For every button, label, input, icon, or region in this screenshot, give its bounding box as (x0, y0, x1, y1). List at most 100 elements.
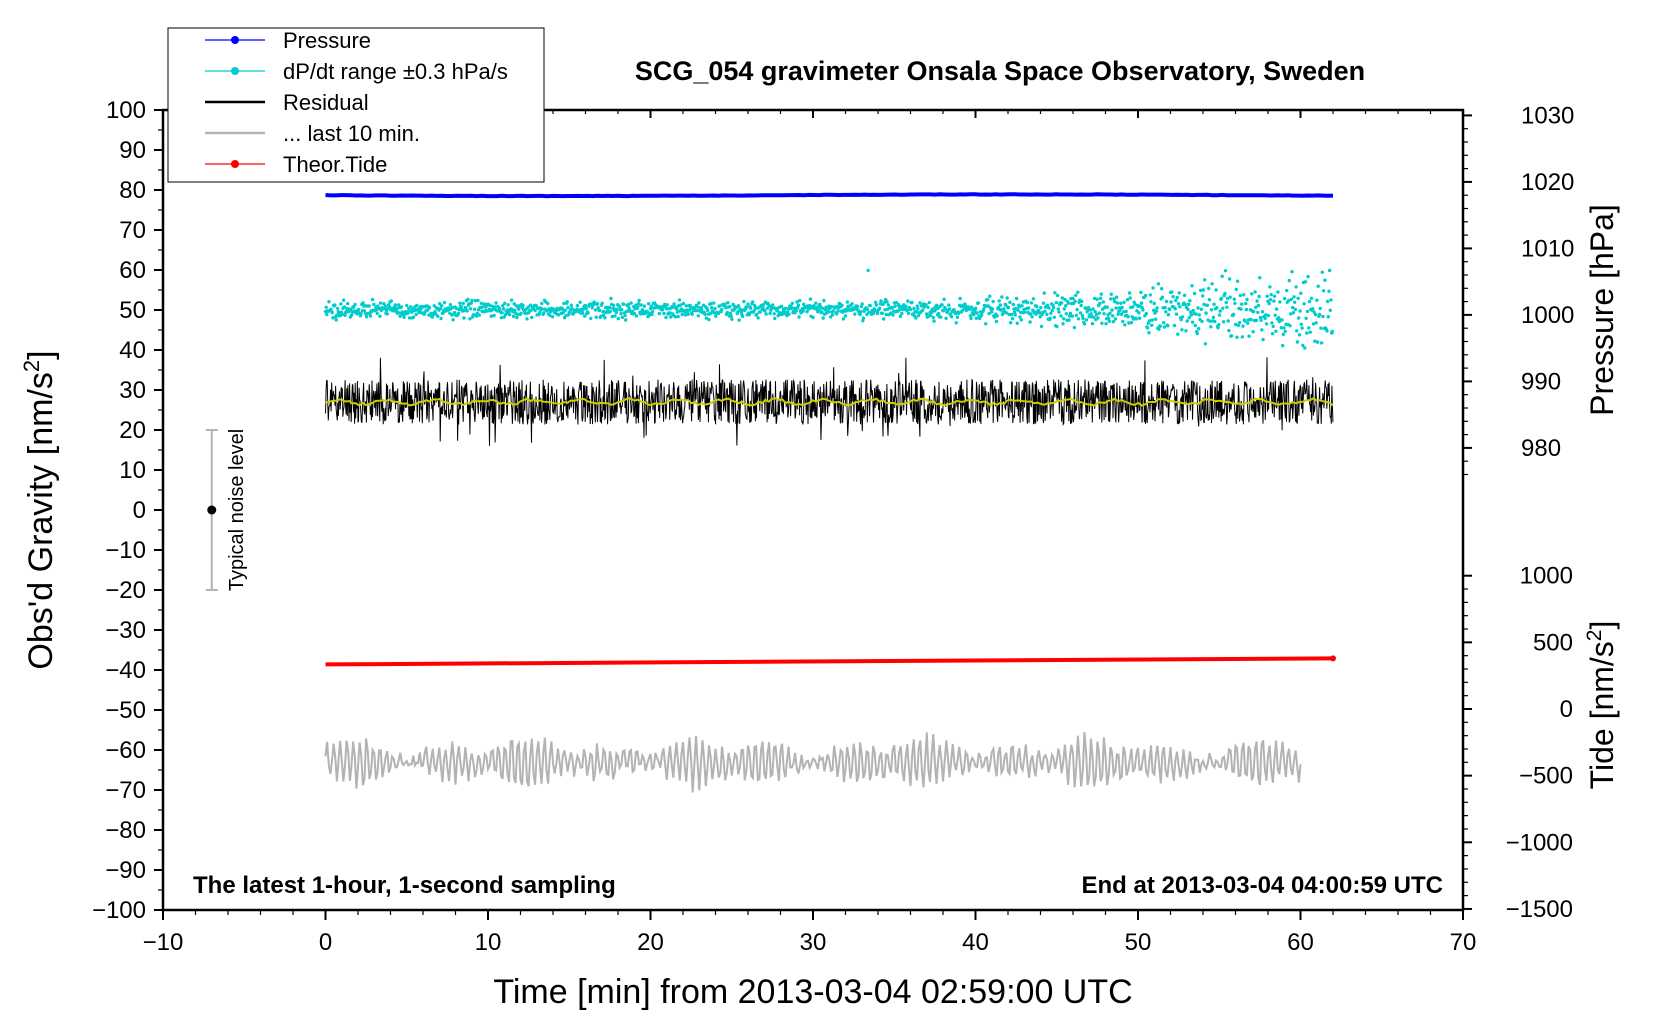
dpdt-point (915, 304, 919, 308)
dpdt-point (1016, 308, 1020, 312)
dpdt-point (850, 302, 854, 306)
dpdt-point (1315, 340, 1320, 344)
dpdt-point (440, 304, 444, 308)
dpdt-point (877, 306, 882, 310)
dpdt-point (451, 318, 455, 322)
dpdt-point (1289, 312, 1293, 316)
dpdt-point (411, 315, 416, 319)
dpdt-point (801, 309, 805, 313)
dpdt-point (1102, 312, 1106, 316)
dpdt-point (845, 300, 850, 304)
dpdt-point (1293, 307, 1298, 312)
dpdt-point (1227, 277, 1232, 281)
dpdt-point (479, 301, 483, 305)
dpdt-point (1037, 311, 1042, 315)
dpdt-point (1100, 321, 1104, 325)
dpdt-point (1068, 311, 1073, 315)
dpdt-point (503, 301, 507, 305)
dpdt-point (1209, 325, 1213, 329)
dpdt-point (1261, 337, 1265, 342)
dpdt-point (1092, 296, 1097, 301)
legend-label: Pressure (283, 28, 371, 53)
dpdt-point (489, 314, 494, 318)
dpdt-point (474, 314, 479, 318)
dpdt-point (1025, 300, 1030, 305)
dpdt-point (514, 304, 518, 308)
dpdt-point (1057, 310, 1061, 314)
dpdt-point (1305, 331, 1309, 335)
dpdt-point (663, 302, 667, 307)
dpdt-point (724, 306, 728, 310)
y-tick-label: −30 (105, 617, 146, 644)
dpdt-point (1274, 329, 1278, 333)
dpdt-point (620, 315, 625, 320)
dpdt-point (1246, 321, 1250, 325)
dpdt-point (1186, 307, 1190, 311)
dpdt-point (1110, 308, 1114, 312)
dpdt-point (427, 306, 432, 310)
dpdt-point (1247, 334, 1251, 338)
dpdt-point (1111, 320, 1116, 324)
dpdt-point (664, 315, 668, 320)
dpdt-point (967, 307, 972, 312)
dpdt-point (367, 304, 371, 308)
dpdt-point (968, 314, 972, 318)
dpdt-point (1231, 312, 1236, 316)
dpdt-point (1080, 314, 1085, 318)
chart-title: SCG_054 gravimeter Onsala Space Observat… (635, 56, 1365, 86)
dpdt-point (452, 310, 457, 315)
dpdt-point (396, 310, 400, 314)
dpdt-point (565, 300, 569, 304)
dpdt-point (395, 306, 399, 311)
dpdt-point (1313, 339, 1317, 343)
dpdt-point (1050, 308, 1054, 313)
dpdt-point (1047, 306, 1051, 310)
dpdt-point (690, 312, 694, 316)
dpdt-point (712, 301, 716, 305)
dpdt-point (1314, 321, 1318, 325)
dpdt-point (1014, 296, 1019, 301)
dpdt-point (614, 310, 618, 315)
dpdt-point (1273, 313, 1277, 317)
dpdt-point (669, 315, 673, 319)
dpdt-point (1111, 314, 1115, 318)
dpdt-point (728, 305, 732, 309)
dpdt-point (1294, 285, 1298, 289)
dpdt-point (1214, 288, 1218, 292)
dpdt-point (1179, 317, 1183, 322)
dpdt-point (619, 312, 623, 316)
y-axis-label-pressure: Pressure [hPa] (1584, 204, 1620, 416)
dpdt-point (1163, 305, 1167, 310)
dpdt-point (594, 315, 598, 319)
dpdt-point (1197, 313, 1202, 317)
dpdt-point (636, 302, 641, 306)
dpdt-point (1171, 295, 1175, 299)
dpdt-point (1188, 299, 1192, 303)
dpdt-point (898, 308, 902, 312)
dpdt-point (642, 304, 647, 308)
dpdt-point (1253, 290, 1257, 294)
dpdt-point (509, 298, 514, 302)
dpdt-point (454, 306, 459, 311)
dpdt-point (861, 319, 865, 323)
dpdt-point (821, 316, 825, 320)
dpdt-point (615, 307, 619, 312)
dpdt-point (616, 316, 620, 321)
dpdt-point (1215, 306, 1219, 310)
residual-smooth-line (325, 397, 1334, 407)
dpdt-point (387, 304, 391, 309)
dpdt-point (1233, 322, 1238, 327)
dpdt-point (627, 306, 631, 310)
y-tick-label: 0 (133, 497, 146, 524)
dpdt-point (597, 308, 602, 313)
dpdt-point (1029, 312, 1033, 316)
series-residual-smoothed (325, 397, 1334, 407)
series-dpdt (323, 268, 1335, 350)
dpdt-point (1082, 322, 1087, 326)
y-axis-label-left-tail: ] (22, 350, 60, 359)
dpdt-point (1028, 320, 1032, 324)
dpdt-point (1018, 315, 1022, 319)
dpdt-point (714, 314, 718, 318)
dpdt-point (538, 310, 542, 315)
dpdt-point (790, 301, 794, 305)
